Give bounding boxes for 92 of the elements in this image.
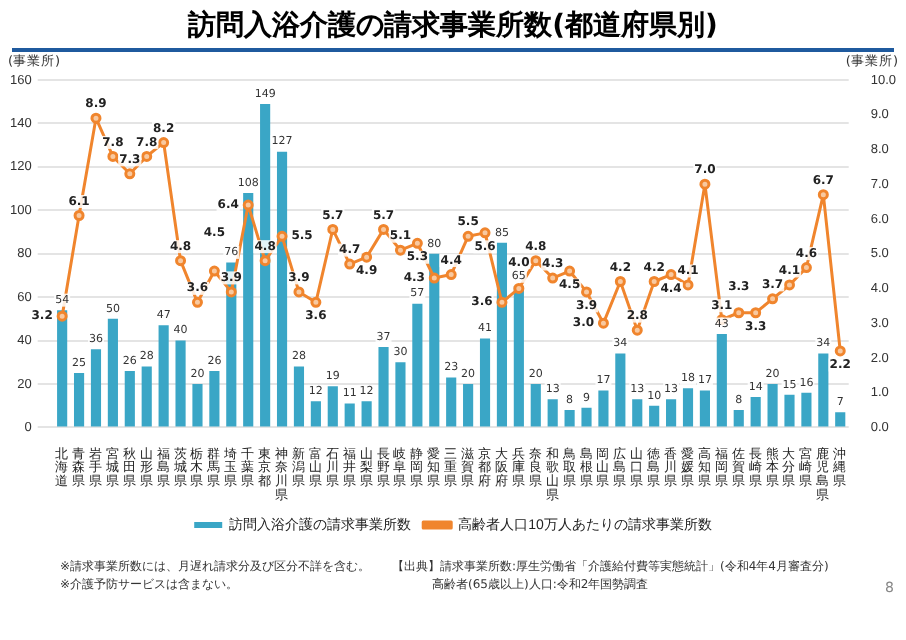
bar — [412, 303, 423, 427]
point — [614, 275, 626, 287]
point — [733, 307, 745, 319]
point — [631, 324, 643, 336]
point — [310, 296, 322, 308]
point — [817, 189, 829, 201]
bar — [276, 151, 288, 427]
bar — [767, 383, 778, 427]
bar — [632, 399, 643, 427]
bar — [463, 383, 474, 427]
bar — [530, 383, 541, 427]
point — [547, 272, 559, 284]
bar — [158, 325, 169, 427]
bar — [209, 370, 220, 427]
bar — [666, 399, 677, 427]
point — [242, 199, 254, 211]
bar — [107, 318, 118, 427]
bar — [716, 334, 727, 427]
bar — [649, 405, 660, 427]
point — [208, 265, 220, 277]
bar — [446, 377, 457, 427]
bar — [835, 412, 846, 427]
bar — [750, 397, 761, 427]
point — [648, 275, 660, 287]
bar — [361, 401, 372, 427]
bar — [90, 349, 102, 427]
bar — [479, 338, 491, 427]
point — [191, 296, 203, 308]
point — [800, 262, 812, 274]
point — [834, 345, 846, 357]
bar — [801, 392, 812, 427]
point — [327, 223, 339, 235]
bar — [615, 353, 626, 427]
bar — [733, 410, 744, 427]
bar — [784, 394, 795, 427]
point — [361, 251, 373, 263]
bar — [395, 362, 406, 427]
point — [767, 293, 779, 305]
point — [784, 279, 795, 291]
point — [530, 255, 542, 267]
chart-title: 訪問入浴介護の請求事業所数(都道府県別) — [12, 0, 894, 52]
bar — [564, 410, 575, 427]
point — [107, 150, 119, 162]
bar — [547, 399, 558, 427]
point — [682, 279, 694, 291]
bar — [581, 407, 592, 427]
point — [665, 269, 677, 281]
point — [73, 209, 85, 221]
bar — [73, 373, 85, 427]
point — [56, 310, 68, 322]
bar — [429, 253, 440, 427]
bar — [513, 286, 524, 427]
point — [378, 223, 390, 235]
point — [699, 178, 711, 190]
point — [496, 296, 508, 308]
point — [462, 230, 474, 242]
bar — [378, 347, 389, 427]
bar — [598, 390, 609, 427]
point — [581, 286, 593, 298]
point — [597, 317, 609, 329]
point — [513, 282, 525, 294]
bar — [310, 401, 321, 427]
point — [225, 286, 237, 298]
bar — [293, 366, 305, 427]
point — [259, 255, 271, 267]
point — [90, 112, 102, 124]
point — [428, 272, 440, 284]
point — [293, 286, 305, 298]
point — [344, 258, 356, 270]
bar — [243, 192, 254, 427]
bar — [496, 242, 508, 427]
bar — [124, 370, 135, 427]
point — [276, 230, 288, 242]
bar — [818, 353, 829, 427]
point — [445, 269, 457, 281]
point — [750, 307, 762, 319]
bar — [344, 403, 355, 427]
point — [479, 227, 491, 239]
bar — [699, 390, 710, 427]
bar — [327, 386, 338, 427]
point — [175, 255, 187, 267]
bar — [57, 310, 68, 427]
bar — [192, 383, 203, 427]
point — [564, 265, 576, 277]
bar — [682, 388, 694, 427]
point — [141, 150, 153, 162]
point — [411, 237, 423, 249]
bar — [141, 366, 152, 427]
point — [394, 244, 406, 256]
point — [124, 168, 136, 180]
bar — [175, 340, 186, 427]
point — [158, 137, 170, 149]
